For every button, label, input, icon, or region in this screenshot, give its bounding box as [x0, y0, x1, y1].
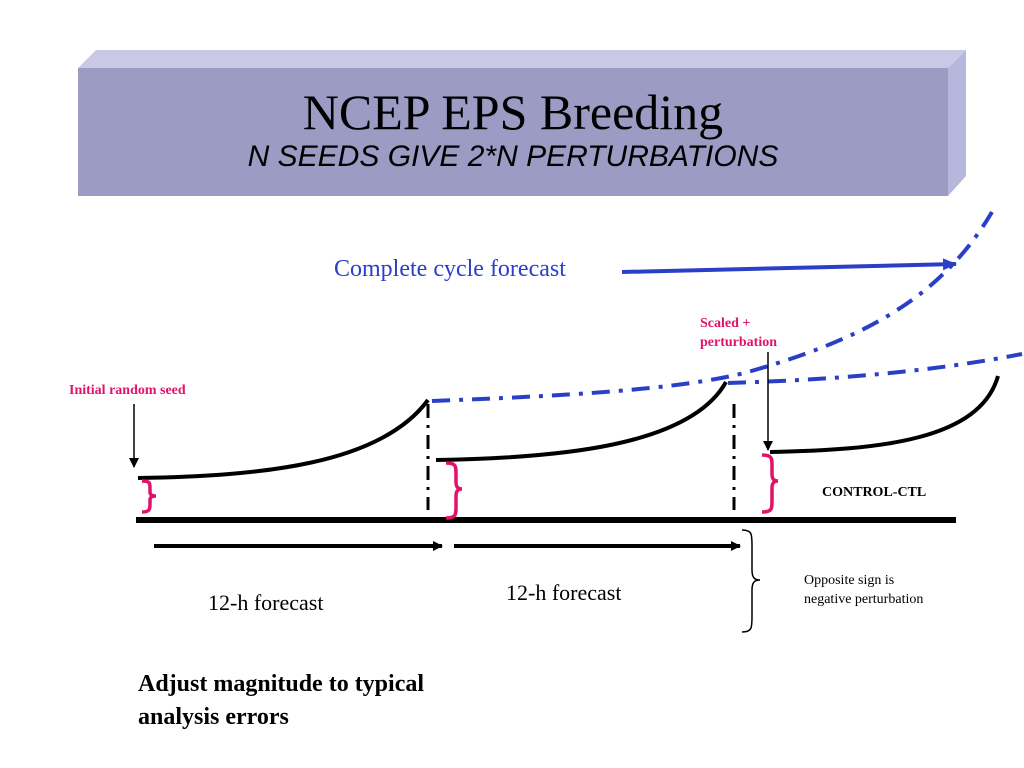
- scaled-label-line-2: perturbation: [700, 335, 777, 350]
- forecast-curve-1: [137, 398, 430, 480]
- perturbation-brace-2: [445, 461, 463, 520]
- opposite-label-line-2: negative perturbation: [804, 592, 924, 607]
- adjust-note-line-1: Adjust magnitude to typical: [138, 671, 425, 697]
- opposite-sign-label: Opposite sign is negative perturbation: [804, 571, 923, 609]
- title-box-side-face: [948, 50, 966, 196]
- scaled-label-line-1: Scaled +: [700, 316, 751, 331]
- scaled-perturbation-label: Scaled + perturbation: [700, 314, 777, 352]
- title-box-front-face: [78, 68, 948, 196]
- opposite-sign-brace: [741, 529, 761, 633]
- title-area: NCEP EPS Breeding N SEEDS GIVE 2*N PERTU…: [78, 84, 948, 174]
- forecast-curve-2: [435, 381, 728, 462]
- adjust-magnitude-note: Adjust magnitude to typical analysis err…: [138, 668, 424, 734]
- perturbation-brace-3: [761, 453, 779, 514]
- control-label: CONTROL-CTL: [822, 485, 927, 500]
- complete-cycle-forecast-label: Complete cycle forecast: [334, 256, 566, 282]
- title-box-top-face: [78, 50, 966, 68]
- title-box: [78, 50, 966, 196]
- forecast-label-2: 12-h forecast: [506, 580, 622, 605]
- complete-cycle-arrow: [621, 258, 957, 274]
- perturbation-brace-1: [141, 479, 157, 514]
- forecast-curve-3: [769, 375, 1000, 454]
- initial-random-seed-label: Initial random seed: [69, 383, 186, 398]
- forecast-label-1: 12-h forecast: [208, 590, 324, 615]
- page-title: NCEP EPS Breeding: [302, 84, 724, 140]
- page-subtitle: N SEEDS GIVE 2*N PERTURBATIONS: [247, 140, 779, 173]
- complete-cycle-forecast-line: [431, 210, 994, 403]
- opposite-label-line-1: Opposite sign is: [804, 573, 895, 588]
- extended-cycle-forecast-line: [727, 352, 1023, 385]
- adjust-note-line-2: analysis errors: [138, 704, 289, 730]
